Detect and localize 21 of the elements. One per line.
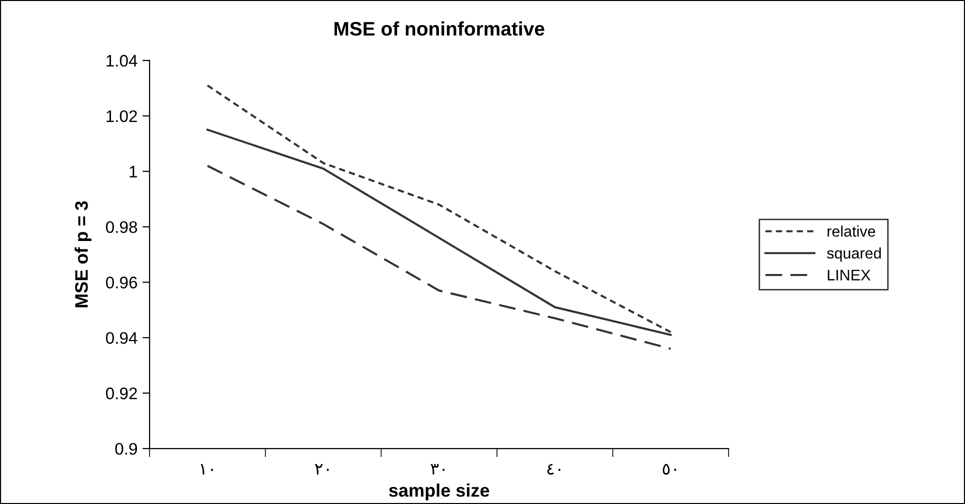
line-series (206, 84, 672, 334)
y-axis-title: MSE of p = 3 (74, 201, 92, 308)
y-tick-label: 0.94 (106, 332, 138, 344)
chart-title: MSE of noninformative (334, 21, 544, 36)
x-tick-label: ٣٠ (430, 464, 444, 475)
legend-label: squared (827, 247, 881, 262)
legend-label: relative (828, 226, 876, 237)
y-tick-label: 0.9 (115, 442, 137, 455)
x-tick-label: ٤٠ (547, 464, 560, 475)
x-tick-label: ٢٠ (314, 464, 329, 475)
y-tick-label: 1 (130, 166, 137, 178)
y-tick-label: 0.96 (106, 276, 138, 288)
x-tick-label: ١٠ (200, 464, 213, 475)
legend-label: LINEX (828, 270, 870, 280)
y-tick-label: 0.98 (106, 221, 138, 234)
y-tick-label: 1.02 (106, 110, 137, 122)
x-axis-title: sample size (389, 484, 490, 500)
line-series (206, 164, 672, 350)
y-tick-label: 1.04 (106, 54, 138, 67)
x-tick-label: ٥٠ (662, 464, 676, 475)
y-tick-label: 0.92 (106, 388, 137, 400)
